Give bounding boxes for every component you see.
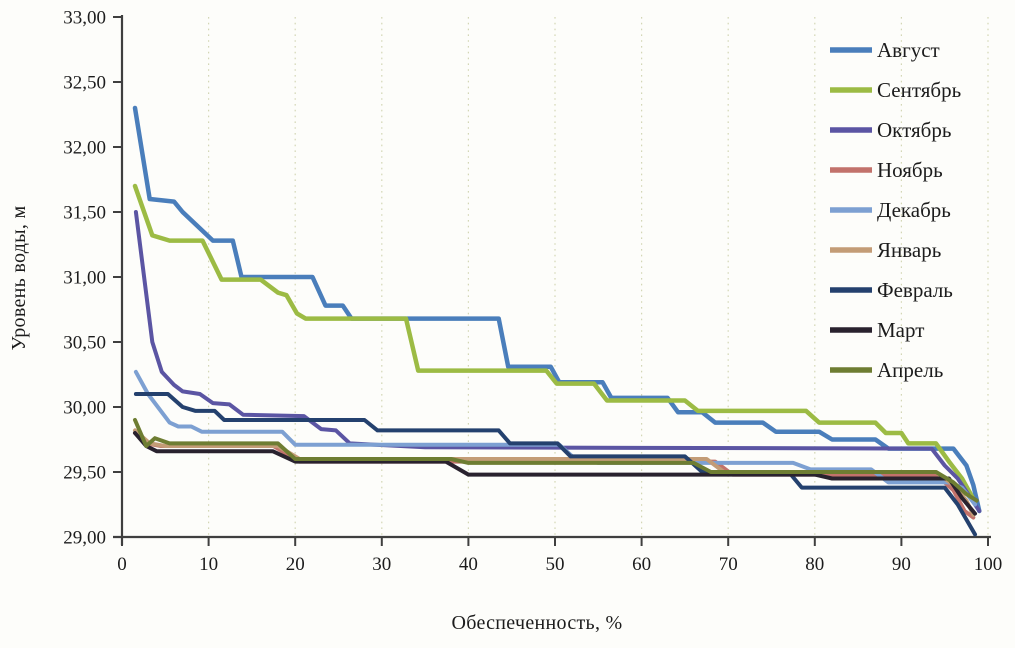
legend-label-august: Август	[877, 38, 940, 62]
legend-label-april: Апрель	[877, 358, 943, 382]
x-tick-label: 70	[719, 554, 738, 575]
y-tick-label: 31,50	[63, 202, 106, 223]
series-line-august	[132, 105, 982, 514]
y-tick-label: 29,50	[63, 462, 106, 483]
x-tick-label: 60	[632, 554, 651, 575]
x-tick-label: 20	[286, 554, 305, 575]
legend-label-march: Март	[877, 318, 924, 342]
y-tick-label: 32,00	[63, 137, 106, 158]
y-tick-label: 33,00	[63, 7, 106, 28]
y-tick-label: 32,50	[63, 72, 106, 93]
y-tick-label: 30,00	[63, 397, 106, 418]
legend-label-september: Сентябрь	[877, 78, 961, 102]
series-line-october	[133, 210, 982, 513]
legend-label-february: Февраль	[877, 278, 953, 302]
series-line-april	[133, 418, 979, 503]
y-axis-title: Уровень воды, м	[8, 205, 30, 351]
x-tick-label: 30	[372, 554, 391, 575]
x-tick-label: 0	[117, 554, 127, 575]
legend-label-january: Январь	[877, 238, 941, 262]
x-tick-label: 100	[974, 554, 1003, 575]
series-line-february	[133, 392, 977, 537]
x-tick-label: 40	[459, 554, 478, 575]
y-tick-label: 29,00	[63, 527, 106, 548]
x-tick-label: 90	[892, 554, 911, 575]
series-line-september	[132, 183, 978, 505]
legend-label-october: Октябрь	[877, 118, 951, 142]
y-tick-label: 31,00	[63, 267, 106, 288]
legend-label-december: Декабрь	[877, 198, 951, 222]
x-axis-title: Обеспеченность, %	[451, 612, 623, 634]
x-tick-label: 80	[805, 554, 824, 575]
x-tick-label: 50	[546, 554, 565, 575]
legend-label-november: Ноябрь	[877, 158, 943, 182]
x-tick-label: 10	[199, 554, 218, 575]
y-tick-label: 30,50	[63, 332, 106, 353]
